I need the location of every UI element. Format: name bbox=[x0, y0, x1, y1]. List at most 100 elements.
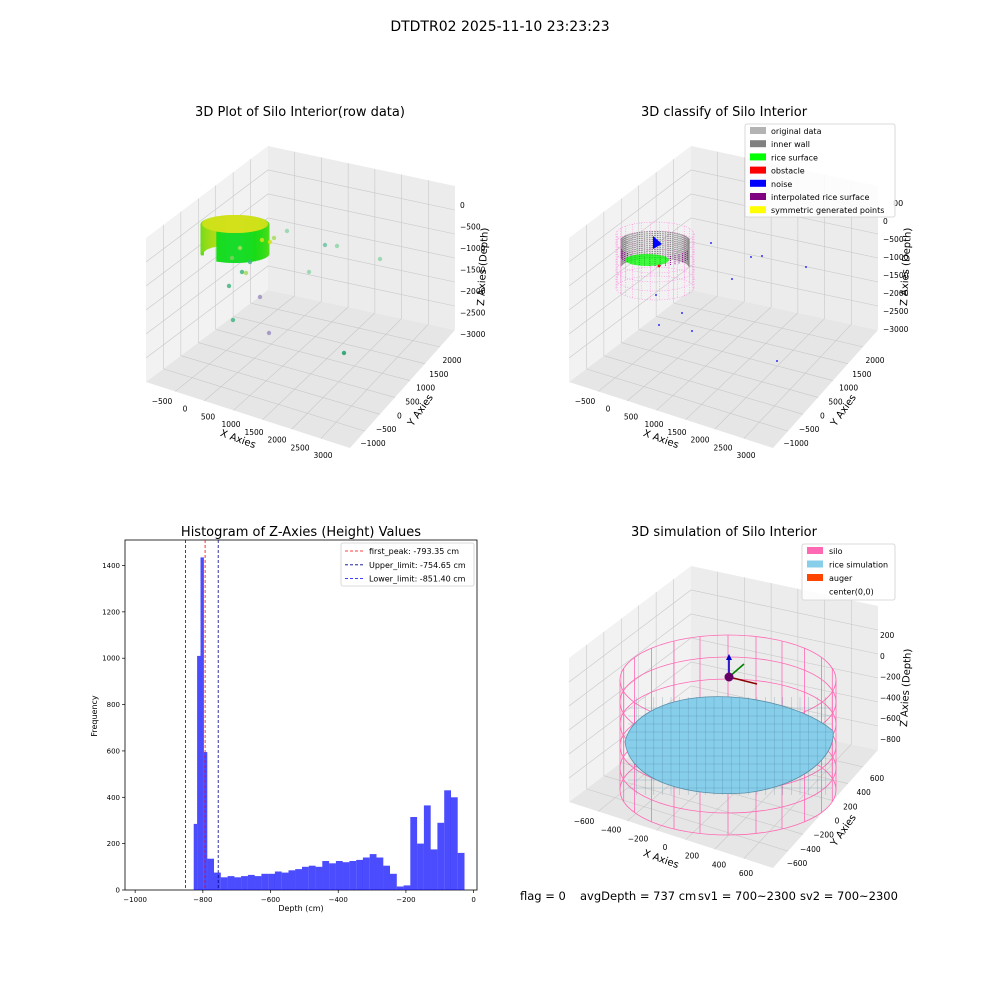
noise-point bbox=[653, 236, 662, 249]
histogram-vlines bbox=[184, 540, 219, 890]
histogram-bar bbox=[417, 843, 424, 890]
simulation-x-tick-label: 400 bbox=[712, 860, 727, 869]
raw-x-tick-label: 0 bbox=[183, 405, 188, 414]
histogram-bar bbox=[193, 823, 198, 890]
classify-legend-label: noise bbox=[771, 180, 792, 189]
raw-grid bbox=[145, 193, 456, 287]
simulation-z-tick-label: −200 bbox=[880, 673, 901, 682]
raw-data-point bbox=[267, 239, 273, 245]
simulation-legend-frame bbox=[801, 543, 896, 601]
raw-y-tick-label: 500 bbox=[405, 398, 420, 407]
histogram-y-tick-label: 1400 bbox=[102, 562, 120, 570]
raw-grid bbox=[174, 295, 295, 392]
raw-y-tick-label: −500 bbox=[376, 425, 397, 434]
simulation-legend-swatch bbox=[807, 560, 823, 568]
noise-point bbox=[761, 255, 763, 257]
classify-legend-swatch bbox=[750, 193, 766, 200]
histogram-bar bbox=[437, 822, 445, 890]
histogram-bar bbox=[356, 859, 363, 890]
noise-point bbox=[658, 324, 660, 326]
histogram-bar bbox=[247, 874, 255, 890]
classify-legend-label: symmetric generated points bbox=[771, 206, 884, 215]
raw-data-point bbox=[257, 294, 263, 300]
noise-point bbox=[731, 278, 733, 280]
noise-point bbox=[750, 256, 752, 258]
classify-grid bbox=[603, 355, 804, 415]
histogram-bar bbox=[335, 861, 343, 890]
classify-x-ticks: −500 0 500 1000 1500 2000 2500 3000 bbox=[575, 397, 756, 460]
classify-y-tick-label: −1000 bbox=[783, 439, 809, 448]
center-point bbox=[724, 672, 734, 682]
histogram-panel: Histogram of Z-Axies (Height) Values −10… bbox=[90, 525, 478, 913]
histogram-legend-label: first_peak: -793.35 cm bbox=[369, 547, 459, 556]
classify-grid bbox=[627, 301, 745, 402]
simulation-y-tick-label: −400 bbox=[800, 845, 821, 854]
histogram-bar bbox=[203, 752, 208, 890]
histogram-x-tick-label: −200 bbox=[396, 896, 415, 904]
histogram-bar bbox=[288, 870, 296, 890]
histogram-bar bbox=[281, 872, 289, 890]
raw-z-tick-label: −500 bbox=[460, 223, 481, 232]
histogram-legend-label: Upper_limit: -754.65 cm bbox=[369, 561, 466, 570]
histogram-y-tick-label: 1000 bbox=[102, 655, 120, 663]
classify-floor bbox=[569, 290, 878, 448]
classify-z-tick-label: −2000 bbox=[883, 289, 909, 298]
rice-surface-mesh bbox=[624, 696, 834, 794]
raw-data-point bbox=[322, 242, 328, 248]
classify-z-tick-label: −2500 bbox=[883, 307, 909, 316]
raw-z-tick-label: 0 bbox=[460, 201, 465, 210]
simulation-z-tick-label: −400 bbox=[880, 693, 901, 702]
raw-z-tick-label: −1000 bbox=[460, 244, 486, 253]
raw-y-tick-label: 1000 bbox=[416, 384, 435, 393]
histogram-y-ticks: 0 200 400 600 800 1000 1200 1400 bbox=[102, 562, 125, 895]
classify-3d-panel: 3D classify of Silo Interior −5000500100… bbox=[568, 105, 914, 460]
histogram-y-tick-label: 1200 bbox=[102, 608, 120, 616]
classify-z-tick-label: 0 bbox=[883, 217, 888, 226]
simulation-legend: silo rice simulation auger center(0,0) bbox=[801, 543, 896, 601]
center-z-arrow-head bbox=[726, 654, 732, 660]
histogram-bar bbox=[349, 861, 357, 890]
simulation-x-tick-label: −400 bbox=[601, 826, 622, 835]
raw-grid bbox=[198, 342, 396, 398]
center-x-arrow bbox=[728, 676, 758, 685]
classify-legend-label: obstacle bbox=[771, 167, 805, 176]
histogram-x-tick-label: −1000 bbox=[123, 896, 147, 904]
histogram-bar bbox=[197, 655, 201, 890]
classify-grid bbox=[656, 306, 772, 411]
histogram-bar bbox=[315, 866, 323, 890]
raw-x-tick-label: 500 bbox=[201, 412, 216, 421]
histogram-bar bbox=[254, 876, 262, 890]
noise-point bbox=[776, 360, 778, 362]
simulation-legend-swatch bbox=[807, 547, 823, 554]
simulation-x-tick-label: −600 bbox=[574, 817, 595, 826]
simulation-panel-title: 3D simulation of Silo Interior bbox=[631, 525, 818, 540]
simulation-y-tick-label: 600 bbox=[870, 774, 885, 783]
simulation-legend-label: rice simulation bbox=[829, 561, 888, 570]
simulation-y-tick-label: −600 bbox=[787, 859, 808, 868]
raw-y-tick-label: −1000 bbox=[360, 439, 386, 448]
raw-floor bbox=[146, 290, 455, 448]
histogram-bar bbox=[342, 862, 350, 890]
raw-data-point bbox=[247, 259, 253, 265]
raw-z-tick-label: −3000 bbox=[460, 330, 486, 339]
simulation-legend-label: auger bbox=[829, 574, 853, 583]
raw-data-point bbox=[306, 269, 312, 275]
status-sv2: sv2 = 700~2300 bbox=[800, 889, 898, 903]
classify-y-tick-label: 2000 bbox=[865, 356, 884, 365]
raw-grid bbox=[262, 312, 376, 420]
histogram-bar bbox=[396, 886, 404, 890]
raw-y-tick-label: 0 bbox=[397, 411, 402, 420]
classify-legend-swatch bbox=[750, 153, 766, 161]
raw-data-point bbox=[334, 243, 340, 249]
simulation-x-ticks: −600 −400 −200 0 200 400 600 bbox=[574, 817, 754, 878]
histogram-bar bbox=[369, 854, 377, 890]
classify-legend-label: interpolated rice surface bbox=[771, 193, 869, 202]
raw-data-point bbox=[202, 215, 268, 233]
classify-grid bbox=[597, 295, 718, 392]
raw-grid bbox=[180, 355, 381, 415]
classify-z-tick-label: −500 bbox=[883, 235, 904, 244]
histogram-bar bbox=[308, 865, 316, 890]
interpolated-surface-ring bbox=[615, 275, 695, 301]
raw-x-tick-label: 1000 bbox=[221, 420, 240, 429]
